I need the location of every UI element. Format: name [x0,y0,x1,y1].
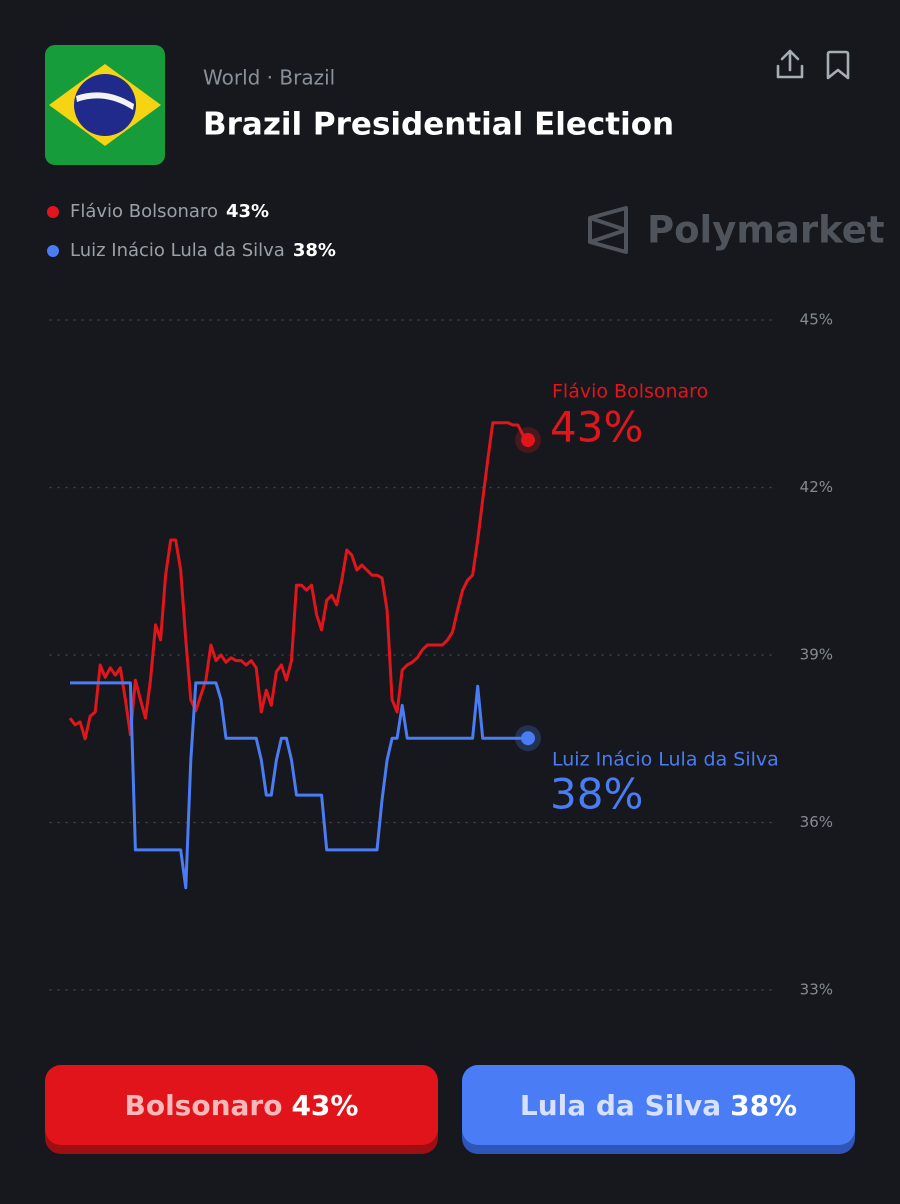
y-tick-label: 39% [800,646,833,664]
legend-name: Flávio Bolsonaro [70,201,218,222]
series-annotation: Luiz Inácio Lula da Silva [552,749,779,771]
legend-value: 43% [226,201,269,222]
breadcrumb: World · Brazil [203,66,335,90]
legend-entry: Luiz Inácio Lula da Silva 38% [70,240,336,261]
series-current: 38% [550,770,643,819]
y-tick-label: 36% [800,813,833,831]
y-tick-label: 33% [800,981,833,999]
line-series [68,421,530,741]
legend-value: 38% [293,240,336,261]
series-annotation: Flávio Bolsonaro [552,381,708,403]
button-face [45,1065,438,1145]
line-series [70,681,528,890]
share-button[interactable] [776,49,804,79]
end-point [521,731,535,746]
buttons: Bolsonaro 43% Lula da Silva 38% [45,1065,855,1154]
y-tick-label: 45% [800,311,833,329]
y-tick-label: 42% [800,478,833,496]
brand-name: Polymarket [647,209,885,252]
button-label[interactable]: Lula da Silva 38% [520,1089,797,1122]
button-name[interactable]: Lula da Silva [520,1089,721,1122]
button-face [462,1065,855,1145]
legend-dot [47,245,59,257]
legend: Flávio Bolsonaro 43% Luiz Inácio Lula da S… [47,201,336,261]
bookmark-button[interactable] [826,50,850,80]
button-label[interactable]: Bolsonaro 43% [125,1089,359,1122]
outcome-button[interactable]: Lula da Silva 38% [462,1065,855,1154]
brand-logo [588,206,628,254]
button-percent[interactable]: 43% [291,1089,358,1122]
flag-icon [45,45,165,165]
button-name[interactable]: Bolsonaro [125,1089,283,1122]
market-title: Brazil Presidential Election [203,107,674,143]
series-current: 43% [550,403,643,452]
legend-entry: Flávio Bolsonaro 43% [70,201,269,222]
button-percent[interactable]: 38% [730,1089,797,1122]
end-point [521,433,535,448]
legend-name: Luiz Inácio Lula da Silva [70,240,285,261]
outcome-button[interactable]: Bolsonaro 43% [45,1065,438,1154]
legend-dot [47,206,59,218]
